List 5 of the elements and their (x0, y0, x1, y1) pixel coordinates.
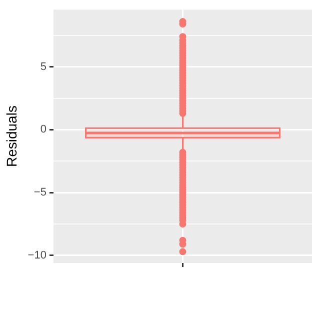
y-axis-title: Residuals (3, 106, 20, 168)
y-tick-label: −5 (34, 186, 46, 199)
y-tick-label: −10 (28, 249, 46, 262)
y-tick-label: 0 (40, 124, 46, 136)
y-tick-label: 5 (40, 60, 46, 73)
